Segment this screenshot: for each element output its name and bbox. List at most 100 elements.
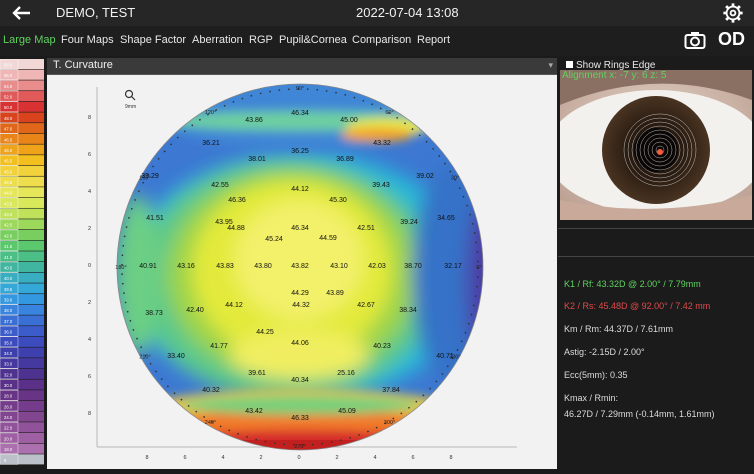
scale-band xyxy=(0,454,44,465)
scale-band xyxy=(0,208,44,219)
scale-label: 20.0 xyxy=(4,436,13,441)
zoom-icon[interactable] xyxy=(124,89,136,101)
scale-label: 46.5 xyxy=(4,137,13,142)
chevron-down-icon[interactable]: ▾ xyxy=(548,60,553,70)
scale-band xyxy=(0,251,44,262)
curvature-value: 40.91 xyxy=(139,263,157,270)
scale-label: 26.0 xyxy=(4,404,13,409)
scale-label: 45.0 xyxy=(4,169,13,174)
curvature-value: 45.09 xyxy=(338,408,356,415)
scale-label: 47.0 xyxy=(4,127,13,132)
scale-label: 39.5 xyxy=(4,287,13,292)
scale-label: 56.0 xyxy=(4,73,13,78)
angle-label: 180° xyxy=(115,265,126,271)
scale-band xyxy=(0,187,44,198)
curvature-values: 46.34 43.86 45.00 36.21 36.25 43.32 38.01 36.89… xyxy=(139,110,462,422)
x-axis-ticks: 8 6 4 2 0 2 4 6 8 xyxy=(145,455,452,461)
curvature-value: 39.24 xyxy=(400,219,418,226)
scale-label: 24.0 xyxy=(4,415,13,420)
scale-band xyxy=(0,219,44,230)
eye-photo xyxy=(560,70,752,220)
y-tick-label: 8 xyxy=(88,115,91,121)
tab-comparison[interactable]: Comparison xyxy=(352,34,412,46)
curvature-value: 44.59 xyxy=(319,235,337,242)
curvature-disc xyxy=(117,84,483,450)
scale-label: 41.5 xyxy=(4,244,13,249)
scale-label: 45.5 xyxy=(4,159,13,164)
curvature-map-panel[interactable]: 8 6 4 2 0 2 4 6 8 8 6 4 2 0 2 4 6 8 xyxy=(47,75,557,469)
x-tick-label: 4 xyxy=(221,455,224,461)
curvature-value: 40.71 xyxy=(436,353,454,360)
scale-label: 40.5 xyxy=(4,265,13,270)
scale-band xyxy=(0,101,44,112)
curvature-value: 41.77 xyxy=(210,343,228,350)
back-arrow-icon[interactable] xyxy=(10,3,34,23)
curvature-value: 43.89 xyxy=(326,290,344,297)
curvature-value: 38.34 xyxy=(399,307,417,314)
tab-report[interactable]: Report xyxy=(417,34,451,46)
scale-band xyxy=(0,304,44,315)
scale-label: 22.0 xyxy=(4,426,13,431)
scale-label: 18.0 xyxy=(4,447,13,452)
angle-label: 120° xyxy=(205,110,216,116)
x-tick-label: 6 xyxy=(411,455,414,461)
curvature-value: 42.67 xyxy=(357,302,375,309)
scale-band xyxy=(0,123,44,134)
curvature-value: 44.25 xyxy=(256,329,274,336)
scale-band xyxy=(0,400,44,411)
y-tick-label: 6 xyxy=(88,152,91,158)
scale-label: 28.0 xyxy=(4,394,13,399)
curvature-map[interactable]: 8 6 4 2 0 2 4 6 8 8 6 4 2 0 2 4 6 8 xyxy=(47,75,557,469)
x-tick-label: 8 xyxy=(145,455,148,461)
scale-label: 34.0 xyxy=(4,351,13,356)
scale-label: 44.0 xyxy=(4,191,13,196)
camera-icon[interactable] xyxy=(684,30,706,50)
tab-shape-factor[interactable]: Shape Factor xyxy=(120,34,187,46)
scale-label: 35.0 xyxy=(4,340,13,345)
curvature-value: 32.17 xyxy=(444,263,462,270)
curvature-value: 38.73 xyxy=(145,310,163,317)
scale-label: 42.0 xyxy=(4,233,13,238)
curvature-value: 44.29 xyxy=(291,290,309,297)
k1-value: K1 / Rf: 43.32D @ 2.00° / 7.79mm xyxy=(564,279,701,289)
curvature-value: 39.43 xyxy=(372,182,390,189)
curvature-value: 43.16 xyxy=(177,263,195,270)
show-rings-edge-checkbox[interactable]: Show Rings Edge xyxy=(566,60,656,71)
scale-band xyxy=(0,80,44,91)
tab-rgp[interactable]: RGP xyxy=(249,34,273,46)
curvature-value: 25.16 xyxy=(337,370,355,377)
scale-band xyxy=(0,155,44,166)
curvature-value: 37.84 xyxy=(382,387,400,394)
alignment-readout: Alignment x: -7 y: 6 z: 5 xyxy=(562,70,667,81)
curvature-value: 40.34 xyxy=(291,377,309,384)
curvature-value: 40.23 xyxy=(373,343,391,350)
map-unit-label: 9mm xyxy=(125,104,136,110)
x-tick-label: 6 xyxy=(183,455,186,461)
tab-aberration[interactable]: Aberration xyxy=(192,34,243,46)
y-tick-label: 2 xyxy=(88,226,91,232)
scale-band xyxy=(0,197,44,208)
show-rings-edge-label: Show Rings Edge xyxy=(576,60,656,71)
curvature-value: 46.34 xyxy=(291,225,309,232)
curvature-value: 43.83 xyxy=(216,263,234,270)
scale-band xyxy=(0,411,44,422)
angle-label: 90° xyxy=(296,86,304,92)
x-tick-label: 2 xyxy=(259,455,262,461)
tab-four-maps[interactable]: Four Maps xyxy=(61,34,114,46)
curvature-value: 39.02 xyxy=(416,173,434,180)
divider xyxy=(558,256,754,257)
scale-label: 50.0 xyxy=(4,105,13,110)
checkbox-icon[interactable] xyxy=(566,61,573,68)
scale-band xyxy=(0,294,44,305)
astig-value: Astig: -2.15D / 2.00° xyxy=(564,347,645,357)
curvature-value: 45.00 xyxy=(340,117,358,124)
tab-pupil-cornea[interactable]: Pupil&Cornea xyxy=(279,34,347,46)
tab-large-map[interactable]: Large Map xyxy=(3,34,56,46)
angle-label: 210° xyxy=(139,355,150,361)
curvature-value: 43.32 xyxy=(373,140,391,147)
angle-label: 300° xyxy=(384,420,395,426)
gear-icon[interactable] xyxy=(722,2,744,24)
x-tick-label: 0 xyxy=(297,455,300,461)
color-scale: 58.0 56.0 54.0 52.0 50.0 48.0 47.0 46.5 46.0 45.5… xyxy=(0,59,44,465)
x-tick-label: 2 xyxy=(335,455,338,461)
